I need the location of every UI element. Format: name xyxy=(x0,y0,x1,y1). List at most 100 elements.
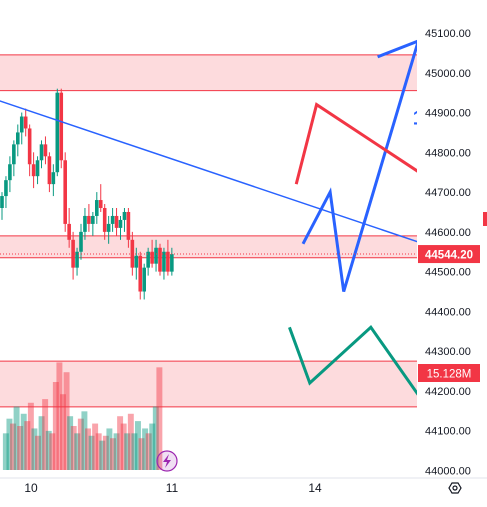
settings-icon-inner xyxy=(452,485,458,491)
candle xyxy=(19,116,24,133)
price-badge-label: 44544.20 xyxy=(425,250,473,262)
candle xyxy=(91,215,95,224)
y-tick-label: 44600.00 xyxy=(425,227,471,239)
volume-bar xyxy=(60,394,66,470)
lightning-icon[interactable] xyxy=(156,450,178,472)
volume-bar xyxy=(142,428,149,470)
candle xyxy=(106,223,111,232)
volume-bar xyxy=(92,423,99,470)
candle-layer xyxy=(0,88,174,300)
candle xyxy=(162,251,166,272)
volume-bar xyxy=(131,433,138,470)
candle xyxy=(170,254,174,272)
candle xyxy=(12,144,16,165)
trendline[interactable] xyxy=(0,100,424,245)
volume-bar xyxy=(95,433,102,470)
volume-bar xyxy=(17,426,24,470)
volume-bar xyxy=(10,423,16,470)
volume-bar xyxy=(49,433,56,470)
candle xyxy=(31,164,36,177)
volume-bar xyxy=(85,428,91,470)
candle xyxy=(158,247,162,272)
volume-bar xyxy=(38,416,45,470)
lightning-icon-bolt xyxy=(163,454,171,468)
volume-bar xyxy=(45,430,52,470)
candle xyxy=(166,251,170,272)
volume-badge xyxy=(418,364,480,382)
volume-bar xyxy=(27,402,34,470)
candle xyxy=(95,200,99,216)
candle xyxy=(0,196,4,208)
volume-bar xyxy=(67,416,74,470)
settings-icon-outer xyxy=(448,482,462,494)
y-tick-label: 45100.00 xyxy=(425,28,471,40)
volume-bar xyxy=(113,433,120,470)
trendline-layer[interactable] xyxy=(0,100,424,245)
scenario-3-path[interactable] xyxy=(288,45,487,398)
lower-support-zone[interactable] xyxy=(0,361,417,407)
x-tick-label: 10 xyxy=(24,481,38,495)
candle xyxy=(59,92,64,161)
volume-bar xyxy=(102,435,109,470)
upper-resistance-zone[interactable] xyxy=(0,54,417,91)
candle xyxy=(142,267,146,292)
scenario-1-path[interactable] xyxy=(301,40,420,292)
zones-layer xyxy=(0,54,417,408)
candle xyxy=(87,215,91,224)
volume-bar xyxy=(106,428,113,470)
volume-bar xyxy=(138,438,145,470)
candle xyxy=(134,255,139,268)
candle xyxy=(27,128,32,165)
volume-bar xyxy=(31,428,38,470)
candle xyxy=(51,172,56,185)
candle xyxy=(122,211,127,220)
y-tick-label: 44400.00 xyxy=(425,306,471,318)
candle xyxy=(8,164,12,181)
y-tick-label: 44000.00 xyxy=(425,466,471,478)
volume-layer xyxy=(2,362,163,470)
candle xyxy=(47,156,52,185)
y-tick-label: 44200.00 xyxy=(425,386,471,398)
axis-edge-marker xyxy=(483,212,487,226)
candle xyxy=(110,215,115,224)
y-tick-label: 44800.00 xyxy=(425,147,471,159)
volume-badge-label: 15.128M xyxy=(427,369,472,381)
volume-bar xyxy=(145,433,152,470)
volume-bar xyxy=(156,367,163,470)
y-tick-label: 44300.00 xyxy=(425,346,471,358)
candle xyxy=(55,92,60,173)
candle xyxy=(102,208,107,232)
settings-icon[interactable] xyxy=(448,482,462,494)
volume-bar xyxy=(149,423,156,470)
volume-bar xyxy=(110,438,116,470)
candle xyxy=(126,211,131,240)
volume-bar xyxy=(63,372,70,470)
candle xyxy=(118,219,123,228)
mid-zone[interactable] xyxy=(0,235,417,258)
volume-bar xyxy=(6,418,13,470)
candle xyxy=(43,144,48,157)
y-tick-label: 44700.00 xyxy=(425,187,471,199)
candle xyxy=(138,255,143,292)
candle xyxy=(16,132,20,145)
volume-bar xyxy=(127,413,134,470)
candle xyxy=(146,251,150,268)
volume-bar xyxy=(134,421,141,470)
volume-bar xyxy=(124,433,131,470)
ui-layer[interactable] xyxy=(156,212,487,494)
volume-bar xyxy=(20,413,27,470)
volume-bar xyxy=(13,406,20,470)
volume-bar xyxy=(120,423,127,470)
x-tick-label: 11 xyxy=(166,481,179,495)
candle xyxy=(39,144,44,161)
candle xyxy=(63,160,67,224)
candle xyxy=(35,160,40,177)
volume-bar xyxy=(35,435,41,470)
volume-bar xyxy=(52,382,59,470)
candle xyxy=(79,231,83,252)
volume-bar xyxy=(81,411,88,470)
candle xyxy=(23,116,28,129)
